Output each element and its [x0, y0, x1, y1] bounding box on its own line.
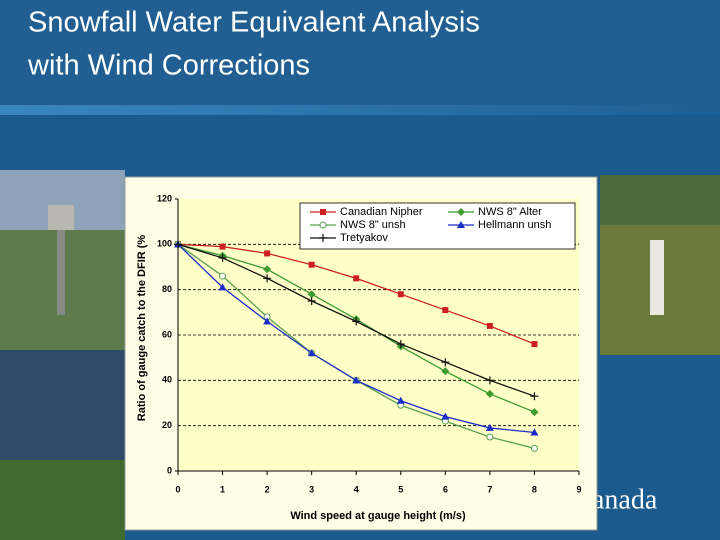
- legend-label: NWS 8" Alter: [478, 206, 542, 218]
- y-tick-label: 20: [162, 420, 172, 430]
- marker: [308, 261, 315, 268]
- marker: [397, 291, 404, 298]
- marker: [457, 221, 465, 228]
- y-tick-label: 80: [162, 284, 172, 294]
- x-tick-label: 3: [309, 484, 314, 494]
- marker: [530, 392, 539, 401]
- photo-gauge-body: [48, 205, 74, 230]
- marker: [263, 265, 272, 274]
- marker: [441, 358, 450, 367]
- x-axis-label: Wind speed at gauge height (m/s): [290, 510, 466, 522]
- legend-label: NWS 8" unsh: [340, 219, 406, 231]
- marker: [530, 444, 538, 452]
- y-tick-label: 0: [167, 465, 172, 475]
- marker: [319, 221, 327, 229]
- y-tick-label: 40: [162, 375, 172, 385]
- x-tick-label: 9: [576, 484, 581, 494]
- legend-label: Canadian Nipher: [340, 206, 423, 218]
- marker: [457, 208, 465, 216]
- marker: [353, 275, 360, 282]
- marker: [218, 283, 227, 291]
- marker: [307, 290, 316, 299]
- title-band: [0, 0, 720, 105]
- marker: [307, 349, 316, 357]
- title-stripe: [0, 105, 720, 115]
- y-tick-label: 120: [157, 193, 172, 203]
- marker: [352, 376, 361, 384]
- marker: [219, 243, 226, 250]
- marker: [530, 428, 539, 436]
- legend-label: Hellmann unsh: [478, 219, 551, 231]
- x-tick-label: 1: [220, 484, 225, 494]
- title-line: with Wind Corrections: [27, 50, 310, 82]
- marker: [486, 433, 494, 441]
- marker: [485, 376, 494, 385]
- photo-trees-right: [600, 175, 720, 225]
- marker: [263, 317, 272, 325]
- footer-text: anada: [592, 484, 658, 515]
- marker: [307, 297, 316, 305]
- x-tick-label: 7: [487, 484, 492, 494]
- marker: [531, 341, 538, 348]
- marker: [263, 274, 272, 283]
- marker: [352, 317, 361, 326]
- x-tick-label: 4: [354, 484, 359, 494]
- marker: [396, 396, 405, 404]
- marker: [174, 240, 182, 249]
- x-tick-label: 0: [175, 484, 180, 494]
- y-axis-label: Ratio of gauge catch to the DFIR (%: [136, 235, 148, 422]
- photo-gauge-right: [650, 240, 664, 315]
- x-tick-label: 2: [265, 484, 270, 494]
- marker: [486, 322, 493, 329]
- marker: [442, 307, 449, 314]
- legend-label: Tretyakov: [340, 232, 388, 244]
- marker: [320, 209, 326, 215]
- marker: [441, 367, 450, 376]
- photo-gauge-post: [57, 230, 65, 315]
- marker: [396, 340, 405, 349]
- marker: [485, 423, 494, 431]
- x-tick-label: 6: [443, 484, 448, 494]
- x-tick-label: 5: [398, 484, 403, 494]
- photo-trees: [0, 460, 125, 540]
- marker: [264, 250, 271, 257]
- marker: [530, 408, 539, 417]
- y-tick-label: 60: [162, 329, 172, 339]
- marker: [319, 234, 327, 242]
- legend-box: [299, 202, 576, 250]
- y-tick-label: 100: [157, 239, 172, 249]
- x-tick-label: 8: [532, 484, 537, 494]
- title-line: Snowfall Water Equivalent Analysis: [28, 7, 480, 39]
- marker: [219, 272, 227, 280]
- marker: [218, 253, 227, 262]
- marker: [485, 389, 494, 398]
- marker: [441, 412, 450, 420]
